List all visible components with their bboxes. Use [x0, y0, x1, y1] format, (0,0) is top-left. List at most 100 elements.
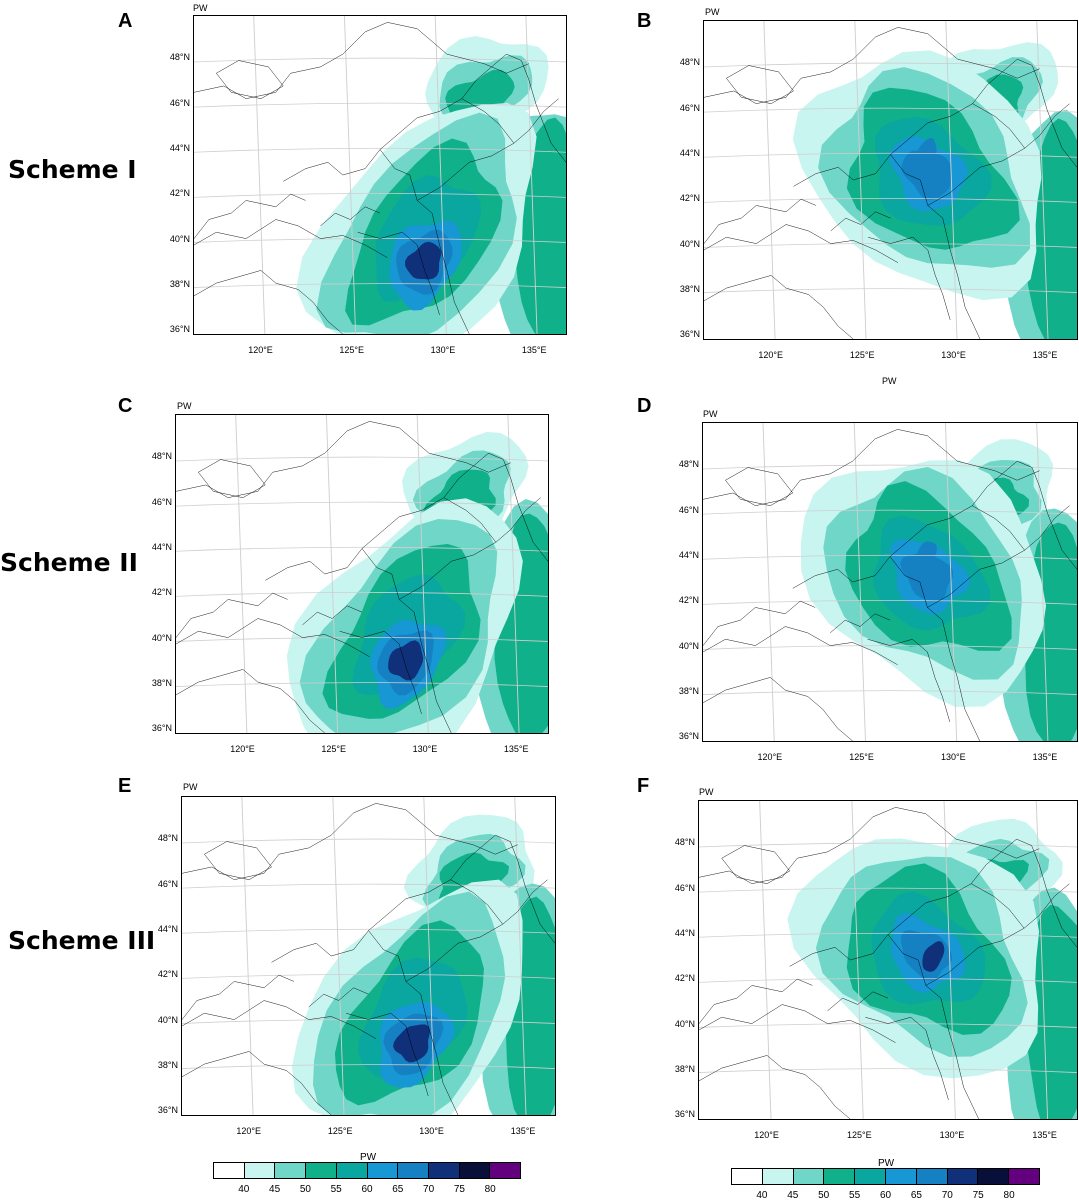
colorbar-swatch: [732, 1169, 763, 1184]
lat-label: 44°N: [169, 142, 190, 153]
lat-label: 44°N: [157, 923, 178, 934]
colorbar-tick-label: 65: [910, 1190, 922, 1201]
colorbar-tick-label: 40: [238, 1184, 250, 1195]
lon-label: 130°E: [941, 350, 966, 360]
scheme-label-1: Scheme I: [8, 155, 137, 184]
lat-label: 48°N: [151, 451, 172, 462]
lat-label: 40°N: [169, 233, 190, 244]
colorbar-tick-label: 80: [484, 1184, 496, 1195]
lat-label: 44°N: [151, 541, 172, 552]
map-panel-e: [181, 796, 556, 1116]
map-panel-c: [175, 414, 549, 734]
pw-core: [792, 50, 1042, 301]
panel-e-variable-label: PW: [183, 782, 198, 792]
colorbar-tick-label: 45: [787, 1190, 799, 1201]
panel-d-variable-label: PW: [703, 409, 718, 419]
panel-f-variable-label: PW: [699, 787, 714, 797]
lat-label: 38°N: [151, 678, 172, 689]
panel-letter-e: E: [118, 775, 132, 797]
lon-label: 120°E: [754, 1130, 779, 1140]
lon-label: 120°E: [230, 744, 255, 754]
graticule: [704, 21, 1077, 339]
colorbar-tick-label: 60: [879, 1190, 892, 1201]
colorbar-swatch: [398, 1163, 429, 1178]
lat-label: 36°N: [157, 1105, 178, 1116]
lon-label: 130°E: [939, 1130, 965, 1140]
colorbar-tick-label: 80: [1003, 1190, 1015, 1201]
pw-contour-map-c: [176, 415, 548, 733]
lat-label: 40°N: [679, 238, 700, 249]
colorbar-swatch: [244, 1163, 276, 1178]
lon-label: 120°E: [757, 752, 783, 762]
lat-label: 36°N: [169, 324, 190, 335]
panel-a-variable-label: PW: [193, 3, 208, 13]
pw-core: [286, 498, 523, 733]
pw-core: [296, 102, 537, 334]
lat-label: 40°N: [151, 632, 172, 643]
lat-label: 44°N: [674, 927, 695, 938]
lat-label: 40°N: [678, 640, 699, 651]
panel-letter-d: D: [637, 395, 652, 417]
lat-label: 42°N: [169, 188, 190, 199]
panel-b-variable-label: PW: [705, 7, 720, 17]
colorbar-swatch: [978, 1169, 1010, 1184]
lat-label: 38°N: [679, 284, 700, 295]
lat-label: 40°N: [157, 1014, 178, 1025]
pw-core: [787, 838, 1040, 1079]
graticule: [182, 797, 555, 1115]
lat-label: 38°N: [169, 279, 190, 290]
pw-contour-map-d: [703, 423, 1077, 741]
graticule: [703, 423, 1077, 741]
lat-label: 46°N: [679, 102, 700, 113]
colorbar-tick-label: 60: [361, 1184, 373, 1195]
graticule: [176, 415, 548, 733]
panel-letter-b: B: [637, 10, 652, 32]
colorbar-tick-label: 70: [941, 1190, 953, 1201]
lat-label: 38°N: [157, 1060, 178, 1071]
colorbar-swatch: [1009, 1169, 1039, 1184]
lat-label: 48°N: [169, 52, 190, 63]
lon-label: 135°E: [1032, 350, 1058, 360]
colorbar-swatch: [793, 1169, 825, 1184]
colorbar-swatch: [275, 1163, 307, 1178]
lat-label: 40°N: [674, 1018, 695, 1029]
map-panel-f: [698, 800, 1078, 1120]
colorbar-tick-label: 65: [392, 1184, 404, 1195]
boundary-lines: [176, 421, 548, 733]
lat-label: 42°N: [151, 587, 172, 598]
lat-label: 36°N: [151, 723, 172, 734]
colorbar-right-title: PW: [878, 1158, 895, 1169]
boundary-lines: [704, 27, 1077, 339]
graticule: [699, 801, 1077, 1119]
lat-label: 46°N: [157, 878, 178, 889]
graticule: [194, 16, 566, 334]
lon-label: 120°E: [758, 350, 783, 360]
lon-label: 130°E: [940, 752, 966, 762]
scheme-label-3: Scheme III: [8, 926, 156, 955]
colorbar-tick-label: 45: [269, 1184, 281, 1195]
colorbar-left: [213, 1162, 521, 1179]
panel-letter-c: C: [118, 395, 133, 417]
colorbar-swatch: [947, 1169, 979, 1184]
lat-label: 46°N: [674, 882, 695, 893]
colorbar-swatch: [855, 1169, 886, 1184]
lon-label: 125°E: [321, 744, 347, 754]
lon-label: 125°E: [846, 1130, 872, 1140]
lat-label: 42°N: [678, 595, 699, 606]
map-panel-a: [193, 15, 567, 335]
lat-label: 46°N: [151, 496, 172, 507]
colorbar-tick-label: 75: [453, 1184, 465, 1195]
boundary-lines: [182, 803, 555, 1115]
map-panel-d: [702, 422, 1078, 742]
colorbar-swatch: [336, 1163, 368, 1178]
colorbar-tick-label: 70: [423, 1184, 435, 1195]
colorbar-swatch: [762, 1169, 794, 1184]
lat-label: 36°N: [674, 1109, 695, 1120]
lon-label: 135°E: [503, 744, 529, 754]
lat-label: 48°N: [678, 459, 699, 470]
lat-label: 42°N: [157, 969, 178, 980]
colorbar-swatch: [214, 1163, 245, 1178]
scheme-label-2: Scheme II: [0, 548, 138, 577]
panel-c-variable-label: PW: [177, 401, 192, 411]
lat-label: 46°N: [678, 504, 699, 515]
